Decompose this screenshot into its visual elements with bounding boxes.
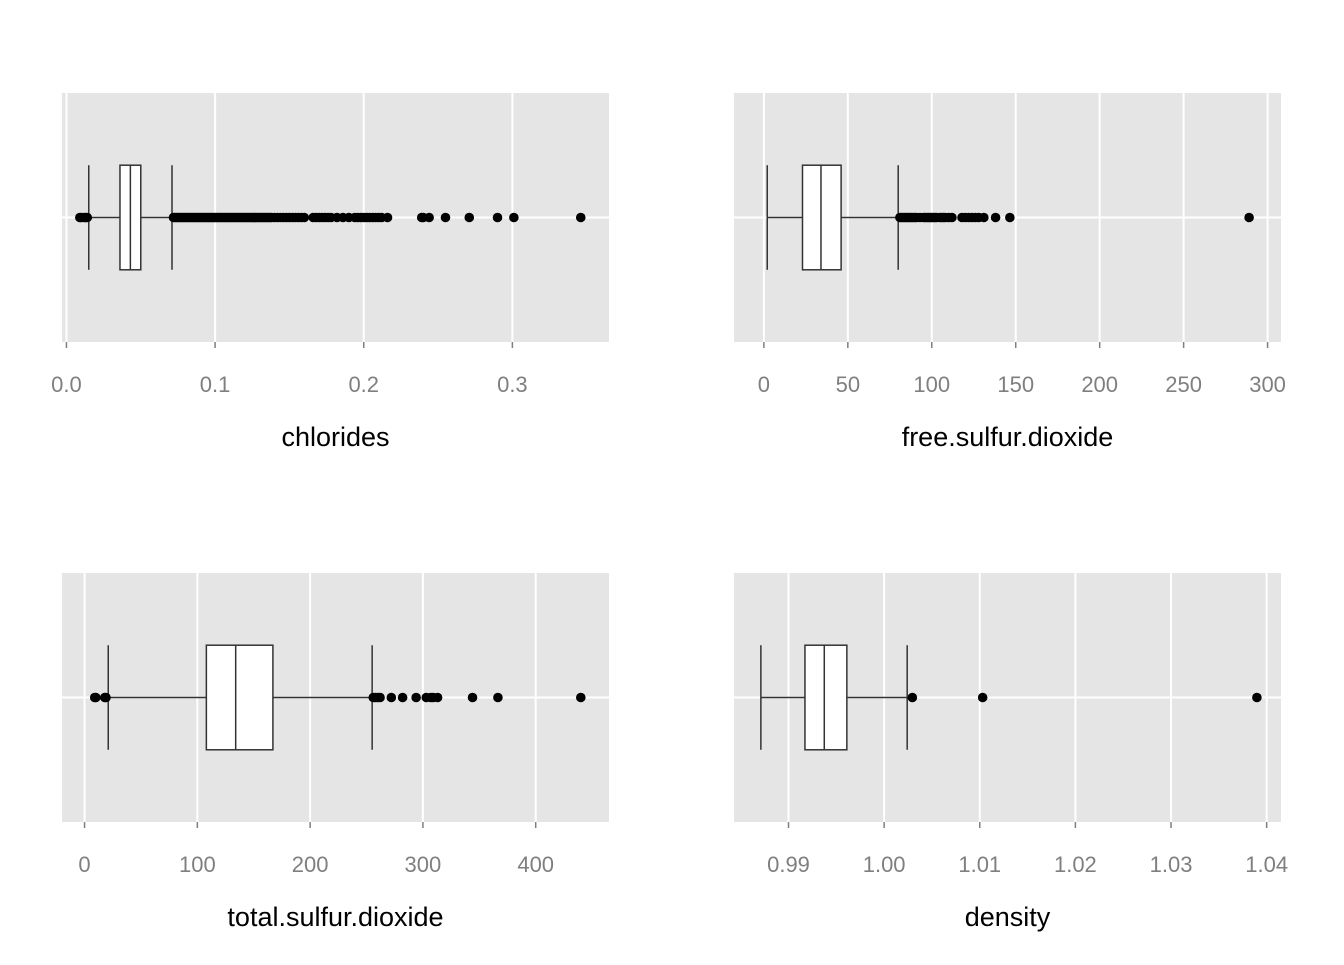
tick-label: 250 <box>1165 372 1202 397</box>
iqr-box <box>205 644 274 751</box>
boxplot <box>766 164 899 271</box>
x-axis-title: density <box>965 902 1051 932</box>
chart-panel-free-sulfur-dioxide: 0 50 100 150 200 250 300 free.sulfur.dioxide <box>734 93 1286 452</box>
tick-label: 300 <box>1249 372 1286 397</box>
x-axis-title: chlorides <box>281 422 389 452</box>
tick-label: 1.02 <box>1054 852 1097 877</box>
outlier-point <box>101 692 111 703</box>
tick-label: 1.00 <box>863 852 906 877</box>
chart-panel-density: 0.99 1.00 1.01 1.02 1.03 1.04 density <box>734 573 1288 932</box>
tick-label: 0.1 <box>200 372 231 397</box>
outlier-point <box>1252 692 1262 703</box>
outlier-point <box>299 212 310 223</box>
outlier-point <box>1244 212 1254 223</box>
outliers <box>89 692 586 703</box>
outlier-point <box>509 212 519 223</box>
outlier-point <box>947 212 957 223</box>
tick-label: 0 <box>758 372 770 397</box>
chart-panel-chlorides: 0.0 0.1 0.2 0.3 chlorides <box>51 93 609 452</box>
outlier-point <box>397 692 408 703</box>
boxplot <box>760 644 908 751</box>
tick-label: 0.99 <box>767 852 810 877</box>
outlier-point <box>91 692 101 703</box>
tick-label: 0.2 <box>348 372 379 397</box>
tick-label: 0 <box>78 852 90 877</box>
tick-label: 100 <box>179 852 216 877</box>
outlier-point <box>464 212 475 223</box>
outlier-point <box>440 212 451 223</box>
outlier-point <box>382 212 393 223</box>
outliers <box>895 212 1254 223</box>
outliers <box>907 692 1262 703</box>
x-axis: 0 50 100 150 200 250 300 <box>758 342 1286 397</box>
outlier-point <box>1005 212 1015 223</box>
tick-label: 0.0 <box>51 372 82 397</box>
outliers <box>75 212 586 223</box>
tick-label: 200 <box>1081 372 1118 397</box>
outlier-point <box>375 692 385 703</box>
x-axis: 0.0 0.1 0.2 0.3 <box>51 342 528 397</box>
outlier-point <box>493 692 503 703</box>
x-axis-title: free.sulfur.dioxide <box>902 422 1114 452</box>
outlier-point <box>492 212 503 223</box>
x-axis: 0 100 200 300 400 <box>78 822 554 877</box>
tick-label: 50 <box>836 372 860 397</box>
boxplot <box>88 164 173 271</box>
tick-label: 1.03 <box>1150 852 1193 877</box>
x-axis: 0.99 1.00 1.01 1.02 1.03 1.04 <box>767 822 1288 877</box>
tick-label: 1.01 <box>958 852 1001 877</box>
outlier-point <box>977 692 988 703</box>
tick-label: 400 <box>517 852 554 877</box>
outlier-point <box>82 212 93 223</box>
tick-label: 200 <box>292 852 329 877</box>
tick-label: 100 <box>913 372 950 397</box>
iqr-box <box>801 164 842 271</box>
outlier-point <box>386 692 397 703</box>
outlier-point <box>979 212 989 223</box>
outlier-point <box>990 212 1001 223</box>
outlier-point <box>575 212 586 223</box>
outlier-point <box>411 692 421 703</box>
x-axis-title: total.sulfur.dioxide <box>227 902 443 932</box>
outlier-point <box>907 692 918 703</box>
chart-panel-total-sulfur-dioxide: 0 100 200 300 400 total.sulfur.dioxide <box>62 573 609 932</box>
tick-label: 150 <box>997 372 1034 397</box>
outlier-point <box>467 692 478 703</box>
outlier-point <box>432 692 443 703</box>
iqr-box <box>804 644 848 751</box>
tick-label: 1.04 <box>1245 852 1288 877</box>
outlier-point <box>576 692 586 703</box>
tick-label: 300 <box>405 852 442 877</box>
outlier-point <box>424 212 434 223</box>
tick-label: 0.3 <box>497 372 528 397</box>
